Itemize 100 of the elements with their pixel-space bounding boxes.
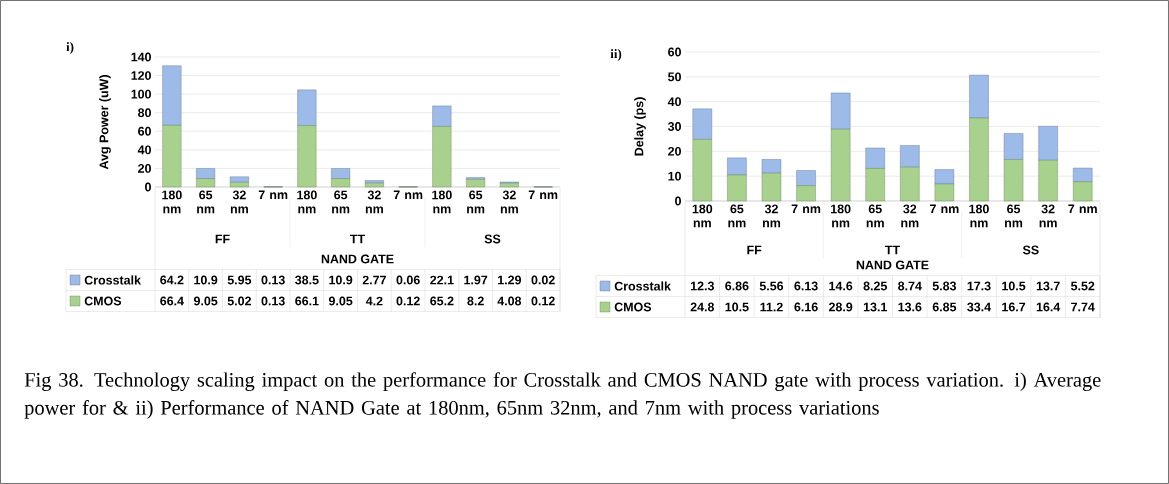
text: TT xyxy=(350,234,365,244)
y-tick-label: 60 xyxy=(668,47,681,57)
data-label: 4.08 xyxy=(497,296,522,306)
x-tick-label: 7 nm xyxy=(791,204,821,214)
data-label: 17.3 xyxy=(967,281,991,291)
data-label: 0.02 xyxy=(531,275,555,285)
legend-label: CMOS xyxy=(84,296,122,306)
data-label: 28.9 xyxy=(828,302,853,312)
data-label: 10.5 xyxy=(1002,281,1026,291)
x-tick-label: 65 nm xyxy=(467,190,485,214)
y-tick-label: 120 xyxy=(131,71,151,80)
data-label: 5.95 xyxy=(227,275,252,285)
x-tick-label: 180 nm xyxy=(969,204,989,228)
data-label: 64.2 xyxy=(160,275,184,285)
data-label: 5.02 xyxy=(227,296,251,306)
x-tick-label: 180 nm xyxy=(432,190,452,214)
y-tick-label: 140 xyxy=(131,52,151,62)
x-tick-label: 65 nm xyxy=(332,190,350,214)
x-tick-label: 7 nm xyxy=(528,190,558,200)
y-tick-label: 30 xyxy=(667,122,681,131)
data-label: 0.12 xyxy=(396,296,420,306)
data-label: 10.9 xyxy=(329,275,353,285)
data-label: 8.25 xyxy=(863,281,887,291)
y-tick-label: 20 xyxy=(138,164,151,173)
x-tick-label: 32 nm xyxy=(1039,204,1057,228)
y-axis-title: Avg Power (uW) xyxy=(99,75,111,170)
data-label: 13.1 xyxy=(863,302,887,312)
x-tick-label: 180 nm xyxy=(297,190,317,214)
y-tick-label: 60 xyxy=(138,126,151,136)
text: SS xyxy=(484,234,501,244)
y-tick-label: 10 xyxy=(668,171,681,181)
data-label: 38.5 xyxy=(295,275,319,285)
text: TT xyxy=(885,245,900,255)
data-label: 8.74 xyxy=(898,281,922,291)
x-axis-title: NAND GATE xyxy=(321,254,394,264)
data-label: 1.97 xyxy=(464,275,488,285)
data-label: 12.3 xyxy=(690,281,714,291)
chart-title: i) xyxy=(66,42,74,54)
y-tick-label: 0 xyxy=(675,196,681,206)
x-tick-label: 32 nm xyxy=(365,190,383,214)
y-tick-label: 100 xyxy=(131,89,151,99)
data-label: 0.06 xyxy=(396,275,420,285)
y-tick-label: 80 xyxy=(138,108,151,118)
data-label: 5.83 xyxy=(932,281,957,291)
x-tick-label: 180 nm xyxy=(162,190,182,214)
data-label: 2.77 xyxy=(362,275,386,285)
data-label: 16.7 xyxy=(1002,302,1026,312)
data-label: 0.13 xyxy=(261,275,285,285)
y-tick-label: 0 xyxy=(145,182,151,192)
data-label: 8.2 xyxy=(467,296,484,306)
data-label: 65.2 xyxy=(430,296,454,306)
data-label: 5.52 xyxy=(1070,281,1095,291)
data-label: 66.1 xyxy=(295,296,319,306)
data-label: 9.05 xyxy=(193,296,218,306)
text: FF xyxy=(747,245,762,255)
caption: Fig 38. Technology scaling impact on the performance for Crosstalk and CMOS NAND gate with process variation. i) Average power for & ii) Performance of NAND Gate at 180nm, 65nm 32nm, and 7nm with process variations xyxy=(24,372,1101,419)
x-tick-label: 32 nm xyxy=(901,204,919,228)
data-label: 4.2 xyxy=(365,296,383,306)
data-label: 6.16 xyxy=(794,302,818,312)
x-tick-label: 7 nm xyxy=(1068,204,1097,214)
x-tick-label: 32 nm xyxy=(230,190,248,214)
y-tick-label: 40 xyxy=(137,145,151,155)
y-tick-label: 50 xyxy=(668,72,681,82)
x-tick-label: 65 nm xyxy=(197,190,215,214)
data-label: 24.8 xyxy=(690,302,715,312)
x-tick-label: 32 nm xyxy=(500,190,518,214)
text: FF xyxy=(215,234,230,244)
data-label: 66.4 xyxy=(160,296,184,306)
data-label: 0.13 xyxy=(261,296,285,306)
data-label: 1.29 xyxy=(498,275,522,285)
y-axis-title: Delay (ps) xyxy=(634,97,646,156)
legend-label: Crosstalk xyxy=(614,281,671,291)
x-tick-label: 7 nm xyxy=(393,190,423,200)
x-tick-label: 7 nm xyxy=(258,190,288,200)
data-label: 13.6 xyxy=(898,302,922,312)
data-label: 7.74 xyxy=(1071,302,1095,312)
data-label: 6.13 xyxy=(794,281,818,291)
data-label: 33.4 xyxy=(967,302,992,312)
text: SS xyxy=(1022,245,1039,255)
x-axis-title: NAND GATE xyxy=(856,260,929,270)
x-tick-label: 65 nm xyxy=(866,204,884,228)
data-label: 9.05 xyxy=(328,296,353,306)
data-label: 6.85 xyxy=(932,302,957,312)
chart-title: ii) xyxy=(610,49,622,61)
data-label: 16.4 xyxy=(1036,302,1061,312)
x-tick-label: 180 nm xyxy=(692,204,713,228)
data-label: 5.56 xyxy=(759,281,784,291)
x-tick-label: 7 nm xyxy=(930,204,959,214)
data-label: 0.12 xyxy=(531,296,555,306)
legend-label: Crosstalk xyxy=(84,275,141,285)
data-label: 10.9 xyxy=(194,275,218,285)
x-tick-label: 32 nm xyxy=(762,204,781,228)
data-label: 13.7 xyxy=(1036,281,1060,291)
data-label: 14.6 xyxy=(829,281,853,291)
x-tick-label: 65 nm xyxy=(1005,204,1023,228)
data-label: 11.2 xyxy=(760,302,783,312)
data-label: 6.86 xyxy=(725,281,749,291)
data-label: 22.1 xyxy=(430,275,454,285)
y-tick-label: 40 xyxy=(667,97,681,107)
x-tick-label: 65 nm xyxy=(728,204,746,228)
